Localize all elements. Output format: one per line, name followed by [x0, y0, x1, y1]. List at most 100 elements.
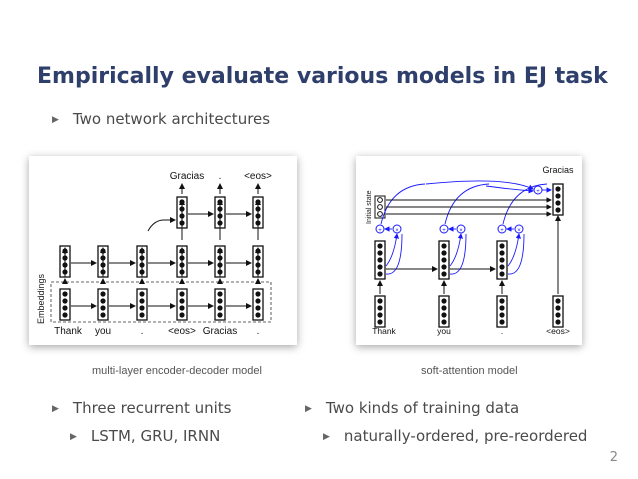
unit-node: [499, 250, 505, 256]
attention-symbol: ×: [459, 228, 463, 234]
layer-box: [438, 295, 450, 328]
unit-node: [217, 312, 223, 318]
unit-node: [441, 312, 447, 318]
layer-box: [214, 288, 226, 321]
unit-node: [441, 250, 447, 256]
unit-node: [255, 305, 261, 311]
unit-node: [179, 305, 185, 311]
encoder-decoder-diagram: Embeddings Gracias. <eos> Thank you. <eos> Gra…: [36, 171, 272, 337]
context-arrow: [425, 180, 534, 190]
triangle-bullet-icon: ▶: [52, 404, 59, 414]
lstm-cell: [59, 288, 71, 321]
unit-node: [100, 305, 106, 311]
attention-product-node: [456, 224, 466, 234]
attention-diagram: Initial state + × + × + × + Gracias Thank you. <eos…: [366, 165, 574, 336]
embeddings-dashed-box: [50, 281, 272, 323]
sub-bullet-units: ▶ LSTM, GRU, IRNN: [70, 427, 220, 445]
unit-node: [555, 207, 561, 213]
input-word: you: [437, 326, 451, 336]
unit-node: [555, 319, 561, 325]
unit-node: [255, 291, 261, 297]
encoder-embedding-cell: [374, 295, 386, 328]
unit-node: [499, 305, 505, 311]
bullet-text: Two kinds of training data: [325, 399, 520, 417]
bullet-text: Three recurrent units: [72, 399, 232, 417]
unit-node: [441, 264, 447, 270]
unit-node: [499, 319, 505, 325]
unit-node: [217, 298, 223, 304]
unit-node: [255, 298, 261, 304]
unit-node: [441, 319, 447, 325]
decoder-output-cell: [552, 183, 564, 216]
initial-state-node: [377, 211, 383, 217]
attention-product-node: [514, 224, 524, 234]
bullet-architectures: ▶ Two network architectures: [52, 110, 270, 128]
input-word: you: [95, 326, 111, 337]
triangle-bullet-icon: ▶: [305, 404, 312, 414]
unit-node: [217, 305, 223, 311]
attention-arrow: [449, 233, 464, 267]
attention-arrow: [385, 233, 403, 275]
attention-sum-node: [439, 224, 449, 234]
bullet-text: Two network architectures: [72, 110, 271, 128]
attention-symbol: +: [442, 228, 446, 234]
triangle-bullet-icon: ▶: [52, 115, 59, 125]
input-word: <eos>: [168, 326, 196, 337]
input-word: Gracias: [203, 326, 237, 337]
attention-context-arrow: [380, 183, 426, 225]
unit-node: [62, 291, 68, 297]
attention-symbol: ×: [517, 228, 521, 234]
encoder-decoder-caption: multi-layer encoder-decoder model: [92, 365, 262, 377]
encoder-hidden-cell: [438, 240, 450, 280]
unit-node: [499, 312, 505, 318]
unit-node: [62, 312, 68, 318]
attention-sum-node: [375, 224, 385, 234]
lstm-cell: [136, 288, 148, 321]
lstm-cell: [176, 288, 188, 321]
unit-node: [441, 298, 447, 304]
unit-node: [555, 186, 561, 192]
input-word: .: [257, 326, 260, 337]
lstm-cell: [252, 288, 264, 321]
output-word: <eos>: [244, 171, 272, 182]
unit-node: [217, 291, 223, 297]
bullet-text: LSTM, GRU, IRNN: [90, 427, 221, 445]
layer-box: [59, 288, 71, 321]
unit-node: [377, 312, 383, 318]
context-symbol: +: [536, 189, 540, 195]
slide-title: Empirically evaluate various models in E…: [37, 64, 608, 89]
input-word: <eos>: [546, 326, 570, 336]
decoder-input-cell: [552, 295, 564, 328]
unit-node: [139, 291, 145, 297]
unit-node: [100, 298, 106, 304]
layer-box: [136, 288, 148, 321]
sub-bullet-data: ▶ naturally-ordered, pre-reordered: [323, 427, 587, 445]
layer-box: [496, 295, 508, 328]
unit-node: [499, 271, 505, 277]
attention-context-arrow: [444, 183, 490, 225]
attention-context-arrow: [502, 183, 548, 225]
layer-box: [176, 288, 188, 321]
input-word: .: [141, 326, 144, 337]
triangle-bullet-icon: ▶: [323, 432, 330, 442]
embeddings-label: Embeddings: [36, 273, 46, 324]
output-word: Gracias: [170, 171, 204, 182]
input-word: .: [501, 326, 503, 336]
unit-node: [555, 312, 561, 318]
unit-node: [555, 200, 561, 206]
triangle-bullet-icon: ▶: [70, 432, 77, 442]
unit-node: [377, 271, 383, 277]
unit-node: [441, 257, 447, 263]
encoder-hidden-cell: [374, 240, 386, 280]
unit-node: [139, 305, 145, 311]
output-word: .: [219, 171, 222, 182]
unit-node: [62, 298, 68, 304]
input-word: Thank: [54, 326, 83, 337]
attention-arrow: [507, 233, 522, 267]
unit-node: [555, 193, 561, 199]
attention-sum-node: [497, 224, 507, 234]
layer-box: [374, 295, 386, 328]
initial-state-node: [377, 197, 383, 203]
bullet-training-data: ▶ Two kinds of training data: [305, 399, 519, 417]
unit-node: [441, 271, 447, 277]
